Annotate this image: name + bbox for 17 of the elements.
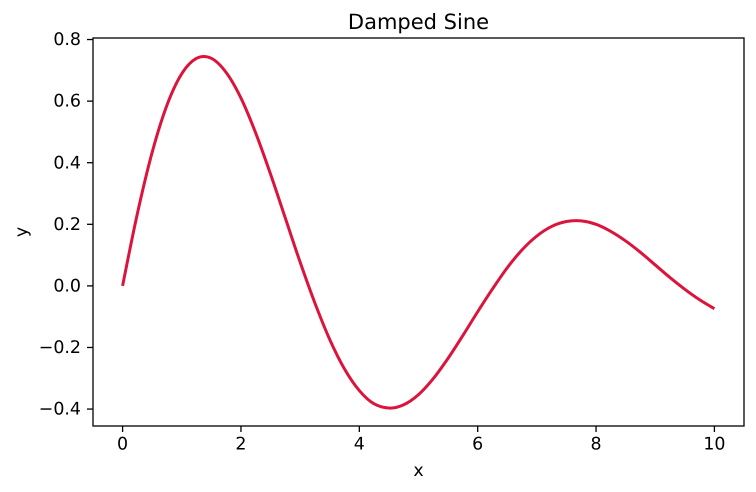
y-tick-label: −0.4 <box>38 400 81 420</box>
y-tick-label: 0.2 <box>53 214 81 235</box>
x-tick-label: 8 <box>590 434 602 454</box>
y-axis-title: y <box>12 226 32 238</box>
x-tick-label: 4 <box>354 434 365 454</box>
y-tick-label: 0.6 <box>53 92 81 112</box>
x-tick-label: 6 <box>472 434 484 454</box>
line-series <box>121 54 716 410</box>
y-tick-label: 0.0 <box>53 276 81 296</box>
y-tick-label: 0.4 <box>53 153 81 174</box>
y-tick-label: 0.8 <box>53 30 81 50</box>
x-tick-label: 0 <box>117 434 128 454</box>
x-tick-label: 10 <box>703 434 726 454</box>
y-tick-label: −0.2 <box>38 338 81 358</box>
chart-title: Damped Sine <box>348 10 490 34</box>
x-axis-title: x <box>413 461 424 481</box>
x-tick-label: 2 <box>235 434 246 454</box>
